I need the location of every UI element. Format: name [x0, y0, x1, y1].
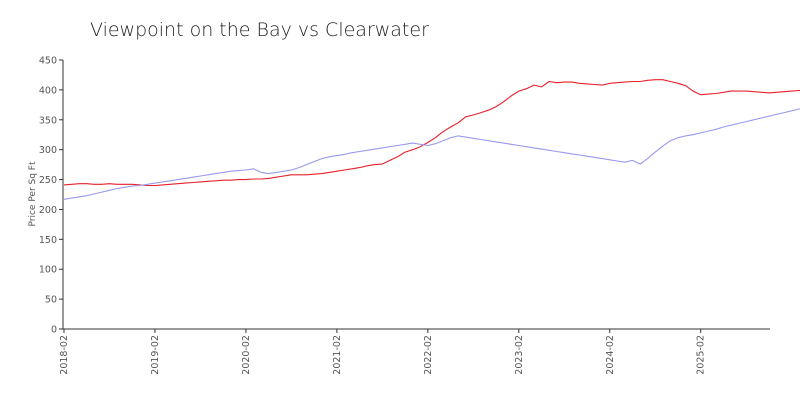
x-tick-label: 2025-02	[696, 335, 707, 375]
y-tick-label: 450	[39, 56, 57, 67]
x-tick-label: 2023-02	[514, 335, 525, 375]
y-tick-label: 50	[45, 295, 57, 306]
x-tick-label: 2020-02	[241, 335, 252, 375]
y-tick-label: 350	[39, 115, 57, 126]
y-tick-label: 300	[39, 145, 57, 156]
x-tick-label: 2021-02	[332, 335, 343, 375]
y-tick-label: 150	[39, 235, 57, 246]
x-tick-label: 2019-02	[150, 335, 161, 375]
y-axis-title: Price Per Sq Ft	[28, 161, 38, 226]
chart-title: Viewpoint on the Bay vs Clearwater	[90, 19, 429, 41]
y-tick-label: 250	[39, 175, 57, 186]
y-tick-label: 200	[39, 205, 57, 216]
series-line-2	[63, 108, 800, 200]
series-line-1	[63, 79, 800, 187]
y-tick-label: 100	[39, 265, 57, 276]
plot-area: 0 50 100 150 200 250 300 350 400 450 2018-02 2019-0…	[39, 56, 800, 375]
x-tick-label: 2022-02	[423, 335, 434, 375]
y-tick-label: 400	[39, 85, 57, 96]
x-tick-label: 2018-02	[59, 335, 70, 375]
x-tick-label: 2024-02	[605, 335, 616, 375]
y-tick-label: 0	[51, 325, 57, 336]
